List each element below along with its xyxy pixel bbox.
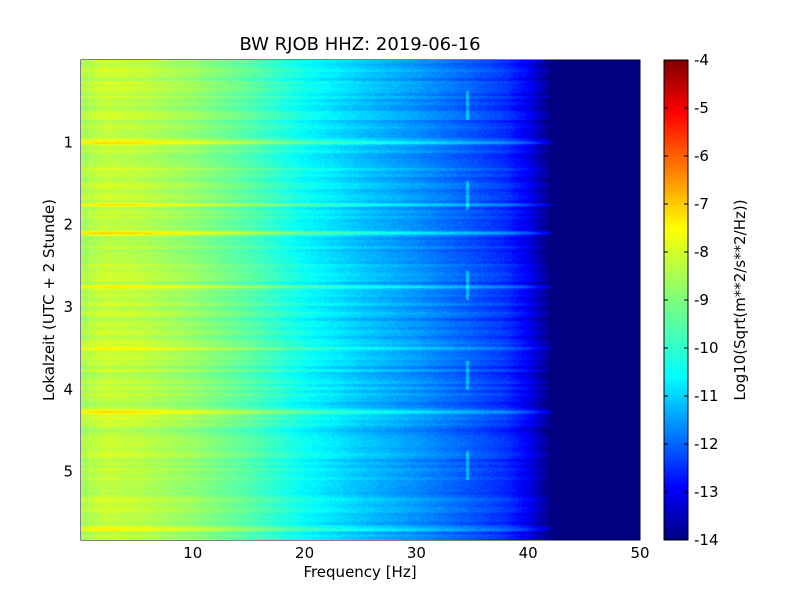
y-tick-label: 3 xyxy=(63,298,73,316)
x-tick-label: 30 xyxy=(407,544,426,562)
x-axis-label: Frequency [Hz] xyxy=(303,563,416,581)
colorbar-tick-label: -12 xyxy=(694,435,719,453)
x-axis: 10 20 30 40 50 xyxy=(183,535,650,562)
colorbar-tick-label: -9 xyxy=(694,291,709,309)
y-tick-label: 1 xyxy=(63,133,73,151)
colorbar-tick-label: -6 xyxy=(694,147,709,165)
colorbar-tick-label: -4 xyxy=(694,51,709,69)
colorbar-tick-label: -13 xyxy=(694,483,719,501)
x-tick-label: 10 xyxy=(183,544,202,562)
colorbar-tick-label: -10 xyxy=(694,339,719,357)
y-tick-label: 4 xyxy=(63,380,73,398)
colorbar-tick-label: -5 xyxy=(694,99,709,117)
colorbar-tick-label: -7 xyxy=(694,195,709,213)
y-tick-label: 5 xyxy=(63,463,73,481)
y-tick-label: 2 xyxy=(63,216,73,234)
x-tick-label: 20 xyxy=(295,544,314,562)
x-tick-label: 40 xyxy=(519,544,538,562)
chart-title: BW RJOB HHZ: 2019-06-16 xyxy=(239,34,480,55)
colorbar-tick-label: -11 xyxy=(694,387,719,405)
colorbar-tick-label: -14 xyxy=(694,531,719,549)
colorbar-tick-label: -8 xyxy=(694,243,709,261)
spectrogram-image xyxy=(81,60,640,540)
y-axis-label: Lokalzeit (UTC + 2 Stunde) xyxy=(40,199,58,401)
colorbar-ticks: -4 -5 -6 -7 -8 -9 -10 -11 -12 -13 -14 xyxy=(664,51,719,549)
x-tick-label: 50 xyxy=(630,544,649,562)
colorbar-label: Log10(Sqrt(m**2/s**2/Hz)) xyxy=(731,199,749,400)
